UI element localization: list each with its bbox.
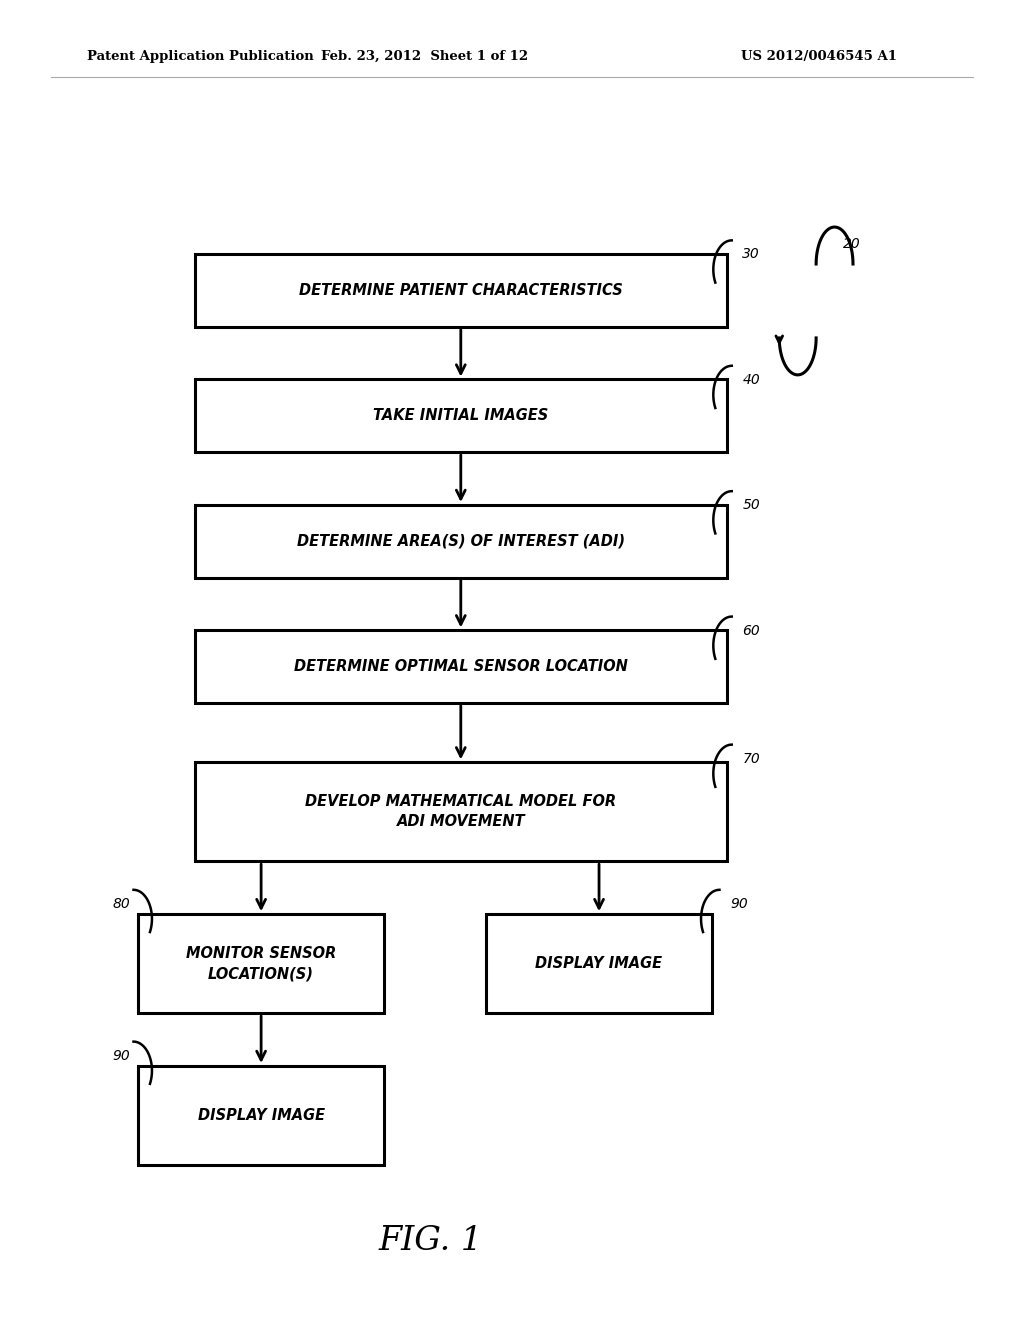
- Text: TAKE INITIAL IMAGES: TAKE INITIAL IMAGES: [373, 408, 549, 424]
- FancyBboxPatch shape: [195, 631, 727, 704]
- FancyBboxPatch shape: [138, 1067, 384, 1166]
- FancyBboxPatch shape: [195, 762, 727, 861]
- Text: 80: 80: [113, 896, 130, 911]
- Text: 40: 40: [742, 372, 760, 387]
- Text: 90: 90: [113, 1048, 130, 1063]
- Text: DISPLAY IMAGE: DISPLAY IMAGE: [198, 1107, 325, 1123]
- FancyBboxPatch shape: [195, 504, 727, 578]
- FancyBboxPatch shape: [486, 913, 712, 1014]
- Text: 30: 30: [742, 247, 760, 261]
- Text: 50: 50: [742, 498, 760, 512]
- Text: DEVELOP MATHEMATICAL MODEL FOR
ADI MOVEMENT: DEVELOP MATHEMATICAL MODEL FOR ADI MOVEM…: [305, 795, 616, 829]
- FancyBboxPatch shape: [195, 253, 727, 326]
- Text: MONITOR SENSOR
LOCATION(S): MONITOR SENSOR LOCATION(S): [186, 946, 336, 981]
- Text: 20: 20: [843, 236, 860, 251]
- Text: 70: 70: [742, 751, 760, 766]
- Text: DETERMINE PATIENT CHARACTERISTICS: DETERMINE PATIENT CHARACTERISTICS: [299, 282, 623, 298]
- Text: DETERMINE OPTIMAL SENSOR LOCATION: DETERMINE OPTIMAL SENSOR LOCATION: [294, 659, 628, 675]
- Text: DETERMINE AREA(S) OF INTEREST (ADI): DETERMINE AREA(S) OF INTEREST (ADI): [297, 533, 625, 549]
- FancyBboxPatch shape: [138, 913, 384, 1014]
- Text: Patent Application Publication: Patent Application Publication: [87, 50, 313, 63]
- FancyBboxPatch shape: [195, 379, 727, 451]
- Text: US 2012/0046545 A1: US 2012/0046545 A1: [741, 50, 897, 63]
- Text: DISPLAY IMAGE: DISPLAY IMAGE: [536, 956, 663, 972]
- Text: 60: 60: [742, 623, 760, 638]
- Text: FIG. 1: FIG. 1: [378, 1225, 482, 1257]
- Text: Feb. 23, 2012  Sheet 1 of 12: Feb. 23, 2012 Sheet 1 of 12: [322, 50, 528, 63]
- Text: 90: 90: [730, 896, 748, 911]
